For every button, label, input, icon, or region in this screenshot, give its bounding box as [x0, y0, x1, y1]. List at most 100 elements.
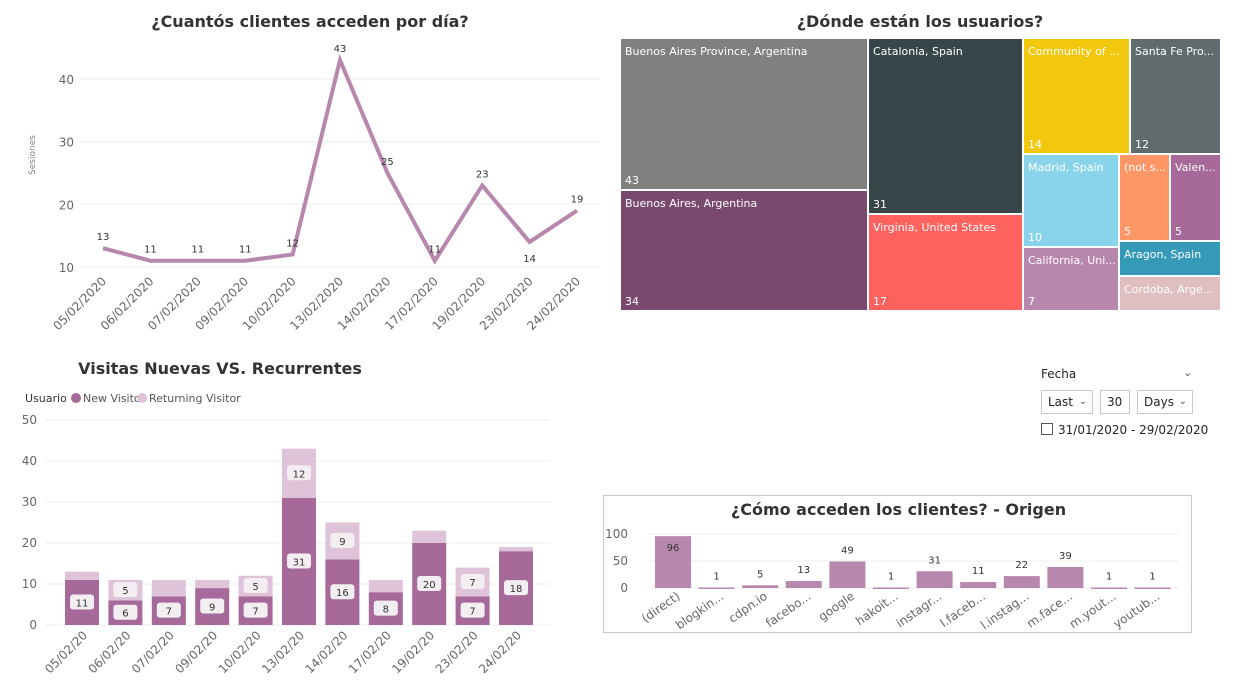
- treemap-tile[interactable]: (not s... 5: [1119, 154, 1170, 241]
- data-label: 9: [339, 537, 345, 548]
- legend-item: New Visitor: [83, 392, 146, 405]
- bar-segment: [195, 579, 230, 589]
- data-label: 7: [252, 607, 258, 618]
- tile-label: Cordoba, Arge...: [1124, 283, 1214, 296]
- data-label: 11: [428, 245, 441, 256]
- data-label: 7: [469, 607, 475, 618]
- bar: [960, 582, 997, 588]
- tile-value: 7: [1028, 295, 1035, 308]
- origin-chart-title: ¿Cómo acceden los clientes? - Origen: [730, 500, 1067, 519]
- x-tick-label: 17/02/20: [346, 628, 394, 676]
- origin-chart-card: ¿Cómo acceden los clientes? - Origen 0 50…: [603, 495, 1192, 633]
- y-tick-label: 40: [22, 454, 37, 468]
- data-label: 5: [757, 569, 763, 580]
- y-tick-label: 50: [613, 554, 628, 568]
- data-label-bg: [243, 578, 268, 594]
- treemap-tile[interactable]: Valen... 5: [1170, 154, 1221, 241]
- bar-segment: [412, 530, 447, 543]
- tile-label: Catalonia, Spain: [873, 45, 963, 58]
- y-tick-label: 20: [59, 198, 74, 212]
- treemap-tile[interactable]: Santa Fe Pro... 12: [1130, 38, 1221, 154]
- chevron-down-icon: ⌄: [1178, 396, 1187, 407]
- data-label: 1: [888, 571, 894, 582]
- data-label: 9: [209, 603, 215, 614]
- data-label: 14: [523, 254, 536, 265]
- treemap-tile[interactable]: Madrid, Spain 10: [1023, 154, 1119, 247]
- data-label: 13: [97, 232, 110, 243]
- y-tick-label: 0: [620, 581, 628, 595]
- x-tick-label: instagr...: [894, 589, 945, 630]
- tile-label: Virginia, United States: [873, 221, 996, 234]
- bar: [1003, 576, 1040, 588]
- x-tick-label: 10/02/20: [216, 628, 264, 676]
- x-tick-label: m.yout...: [1067, 589, 1119, 631]
- data-label: 7: [166, 607, 172, 618]
- relative-amount-input[interactable]: 30: [1100, 390, 1130, 414]
- bar: [698, 587, 735, 589]
- tile-label: Santa Fe Pro...: [1135, 45, 1214, 58]
- x-tick-label: hakoit...: [853, 589, 901, 628]
- legend-marker: [137, 393, 147, 403]
- y-tick-label: 30: [22, 495, 37, 509]
- data-label: 96: [667, 543, 680, 554]
- data-label: 13: [797, 565, 810, 576]
- tile-label: Buenos Aires, Argentina: [625, 197, 758, 210]
- tile-value: 31: [873, 198, 887, 211]
- series-line: [102, 53, 579, 265]
- bar-segment: [368, 579, 403, 593]
- treemap-tile[interactable]: Community of ... 14: [1023, 38, 1130, 154]
- data-label: 25: [381, 157, 394, 168]
- data-label: 23: [476, 169, 489, 180]
- tile-label: Madrid, Spain: [1028, 161, 1104, 174]
- data-label: 8: [383, 605, 389, 616]
- data-label: 31: [293, 557, 306, 568]
- data-label: 1: [1106, 571, 1112, 582]
- x-tick-label: 05/02/20: [42, 628, 90, 676]
- treemap-tile[interactable]: Buenos Aires Province, Argentina 43: [620, 38, 868, 190]
- data-label: 11: [191, 245, 204, 256]
- data-label-bg: [504, 580, 528, 596]
- treemap-title: ¿Dónde están los usuarios?: [796, 12, 1044, 31]
- data-label-bg: [70, 594, 94, 610]
- x-tick-label: 23/02/20: [433, 628, 481, 676]
- data-label: 5: [122, 586, 128, 597]
- treemap-tile[interactable]: California, Uni... 7: [1023, 247, 1119, 311]
- tile-value: 5: [1124, 225, 1131, 238]
- relative-mode-dropdown[interactable]: Last ⌄: [1041, 390, 1093, 414]
- bar: [1091, 587, 1127, 589]
- tile-label: Buenos Aires Province, Argentina: [625, 45, 808, 58]
- data-label-bg: [287, 553, 311, 569]
- relative-unit-dropdown[interactable]: Days ⌄: [1137, 390, 1193, 414]
- treemap-tile[interactable]: Buenos Aires, Argentina 34: [620, 190, 868, 311]
- x-tick-label: 14/02/20: [303, 628, 351, 676]
- line-chart-title: ¿Cuantós clientes acceden por día?: [151, 12, 469, 31]
- tile-value: 34: [625, 295, 639, 308]
- tile-value: 43: [625, 174, 639, 187]
- slicer-collapse-chevron-icon[interactable]: ⌄: [1183, 366, 1193, 379]
- bar: [1134, 587, 1171, 589]
- x-tick-label: facebo...: [763, 589, 813, 630]
- treemap-tile[interactable]: Catalonia, Spain 31: [868, 38, 1023, 214]
- treemap-tile[interactable]: Virginia, United States 17: [868, 214, 1023, 311]
- data-label: 11: [144, 245, 157, 256]
- slicer-label: Fecha: [1041, 367, 1077, 381]
- y-tick-label: 30: [59, 136, 74, 150]
- data-label: 49: [841, 546, 854, 557]
- data-label-bg: [243, 602, 268, 618]
- data-label-bg: [330, 584, 355, 600]
- tile-value: 14: [1028, 138, 1042, 151]
- bar: [785, 580, 822, 588]
- stacked-bar-chart: Usuario New Visitor Returning Visitor 0 10 20…: [22, 392, 550, 676]
- data-label: 12: [286, 238, 299, 249]
- data-label-bg: [460, 602, 485, 618]
- data-label: 11: [972, 566, 985, 577]
- bar: [829, 561, 866, 588]
- data-label-bg: [287, 465, 311, 481]
- treemap-tile[interactable]: Cordoba, Arge...: [1119, 276, 1221, 311]
- x-tick-label: 06/02/20: [86, 628, 134, 676]
- data-label: 1: [1149, 571, 1155, 582]
- legend-item: Returning Visitor: [149, 392, 241, 405]
- treemap-tile[interactable]: Aragon, Spain: [1119, 241, 1221, 276]
- data-label: 12: [293, 469, 306, 480]
- tile-label: Valen...: [1175, 161, 1216, 174]
